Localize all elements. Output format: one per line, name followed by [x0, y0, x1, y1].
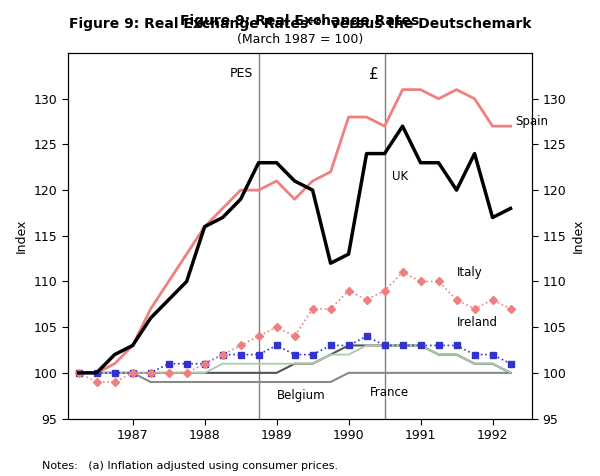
Text: PES: PES	[229, 67, 253, 80]
Text: (March 1987 = 100): (March 1987 = 100)	[237, 33, 363, 46]
Text: Spain: Spain	[515, 115, 548, 128]
Y-axis label: Index: Index	[572, 218, 585, 253]
Text: Figure 9: Real Exchange Rates⁺ᵃ⁾ versus the Deutschemark: Figure 9: Real Exchange Rates⁺ᵃ⁾ versus …	[69, 17, 531, 30]
Y-axis label: Index: Index	[15, 218, 28, 253]
Text: Belgium: Belgium	[277, 389, 325, 402]
Text: Figure 9: Real Exchange Rates: Figure 9: Real Exchange Rates	[181, 14, 419, 28]
Text: Italy: Italy	[457, 266, 482, 279]
Text: £: £	[369, 67, 379, 82]
Text: Figure 9: Real Exchange Rates: Figure 9: Real Exchange Rates	[181, 14, 419, 28]
Text: Notes:   (a) Inflation adjusted using consumer prices.: Notes: (a) Inflation adjusted using cons…	[42, 461, 338, 471]
Text: UK: UK	[392, 170, 408, 183]
Text: Ireland: Ireland	[457, 316, 497, 329]
Text: France: France	[370, 387, 409, 399]
